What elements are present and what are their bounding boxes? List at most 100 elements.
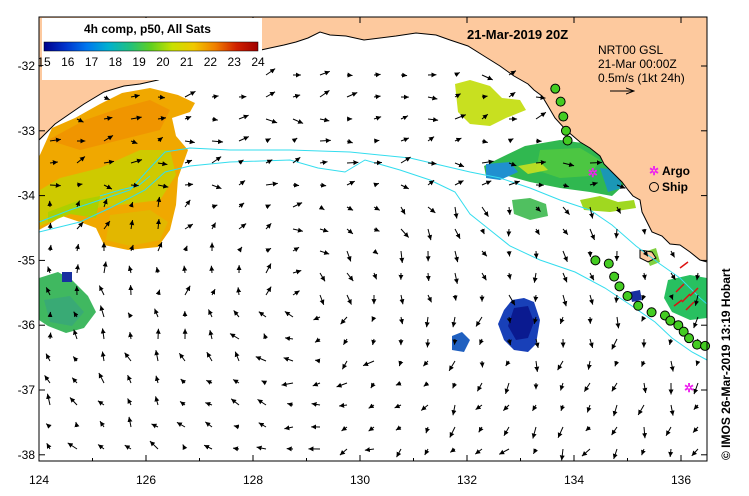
current-vector: [100, 328, 106, 340]
current-vector: [128, 201, 134, 208]
current-vector: [237, 246, 243, 253]
current-vector: [258, 422, 267, 428]
current-vector: [256, 445, 267, 451]
current-vector: [157, 183, 169, 189]
ship-observation: [700, 340, 711, 351]
current-vector: [481, 113, 489, 120]
argo-floats: ✲✲: [588, 166, 694, 395]
current-vector: [371, 316, 377, 322]
current-vector: [641, 360, 646, 367]
current-vector: [314, 337, 321, 343]
current-vector: [319, 90, 330, 98]
current-vector: [233, 424, 240, 430]
current-vector: [396, 448, 402, 458]
current-vector: [336, 382, 348, 388]
current-vector: [346, 272, 354, 282]
current-vector: [319, 182, 327, 188]
current-vector: [151, 423, 159, 429]
current-vector: [292, 227, 304, 233]
current-vector: [257, 398, 267, 406]
current-vector: [449, 447, 456, 453]
y-tick-label: -38: [18, 448, 36, 462]
current-vector: [130, 115, 142, 121]
current-vector: [292, 246, 300, 253]
current-vector: [589, 160, 602, 166]
current-vector: [427, 294, 432, 303]
current-vector: [103, 135, 114, 142]
current-vector: [693, 382, 699, 395]
x-tick-label: 130: [350, 473, 370, 487]
x-tick-label: 126: [136, 473, 156, 487]
ship-observation: [550, 83, 561, 94]
ship-observation: [673, 320, 684, 331]
colorbar-gradient: [43, 41, 259, 52]
current-vector: [370, 382, 376, 389]
current-vector: [508, 161, 517, 167]
ship-observation: [614, 281, 625, 292]
note-line2: 21-Mar 00:00Z: [598, 57, 677, 71]
plot-frame: [38, 16, 708, 462]
current-vector: [265, 118, 278, 124]
current-vector: [508, 70, 517, 76]
current-vector: [368, 426, 375, 432]
current-vector: [74, 243, 80, 252]
current-vector: [535, 111, 547, 120]
current-vector: [588, 338, 594, 348]
ship-observation: [665, 315, 676, 326]
y-tick-label: -35: [18, 253, 36, 267]
current-vector: [284, 311, 294, 318]
current-vector: [284, 336, 294, 342]
ship-observation: [560, 125, 571, 136]
ship-observation: [684, 333, 695, 344]
current-vector: [534, 228, 540, 235]
current-vector: [373, 160, 382, 166]
current-vector: [319, 250, 330, 255]
current-vector: [319, 227, 329, 233]
current-vector: [454, 180, 464, 186]
current-vector: [149, 440, 159, 450]
x-tick-label: 124: [29, 473, 49, 487]
current-vector: [481, 272, 487, 281]
current-vector: [128, 331, 134, 340]
current-vector: [562, 294, 568, 307]
current-vector: [400, 156, 411, 164]
current-vector: [155, 219, 161, 230]
current-vector: [211, 139, 224, 145]
ship-observation: [646, 307, 657, 318]
current-vector: [346, 228, 354, 235]
current-vector: [292, 118, 304, 124]
current-vector: [346, 92, 358, 98]
current-vector: [399, 294, 405, 305]
current-vector: [535, 206, 541, 212]
current-vector: [400, 228, 410, 238]
x-tick-label: 132: [457, 473, 477, 487]
ship-observation: [603, 258, 614, 269]
current-vector: [157, 242, 163, 252]
credit: © IMOS 26-Mar-2019 13:19 Hobart: [719, 268, 733, 460]
current-vector: [74, 264, 80, 274]
current-vector: [44, 375, 51, 384]
current-vector: [211, 116, 218, 122]
current-vector: [206, 351, 213, 362]
current-vector: [559, 382, 565, 391]
current-vector: [425, 426, 430, 434]
current-vector: [427, 136, 435, 142]
current-vector: [265, 138, 271, 144]
current-vector: [611, 426, 618, 436]
current-vector: [180, 378, 187, 385]
x-tick-label: 134: [564, 473, 584, 487]
x-tick-label: 128: [243, 473, 263, 487]
current-vector: [103, 115, 113, 121]
current-vector: [669, 404, 675, 416]
current-vector: [182, 245, 188, 252]
current-vector: [292, 182, 300, 188]
current-vector: [373, 227, 380, 232]
current-vector: [534, 338, 540, 348]
current-vector: [265, 68, 276, 76]
current-vector: [589, 181, 598, 187]
current-vector: [532, 404, 538, 412]
current-vector: [481, 94, 488, 100]
current-vector: [562, 272, 568, 283]
current-vector: [586, 360, 592, 370]
current-vector: [176, 421, 186, 428]
